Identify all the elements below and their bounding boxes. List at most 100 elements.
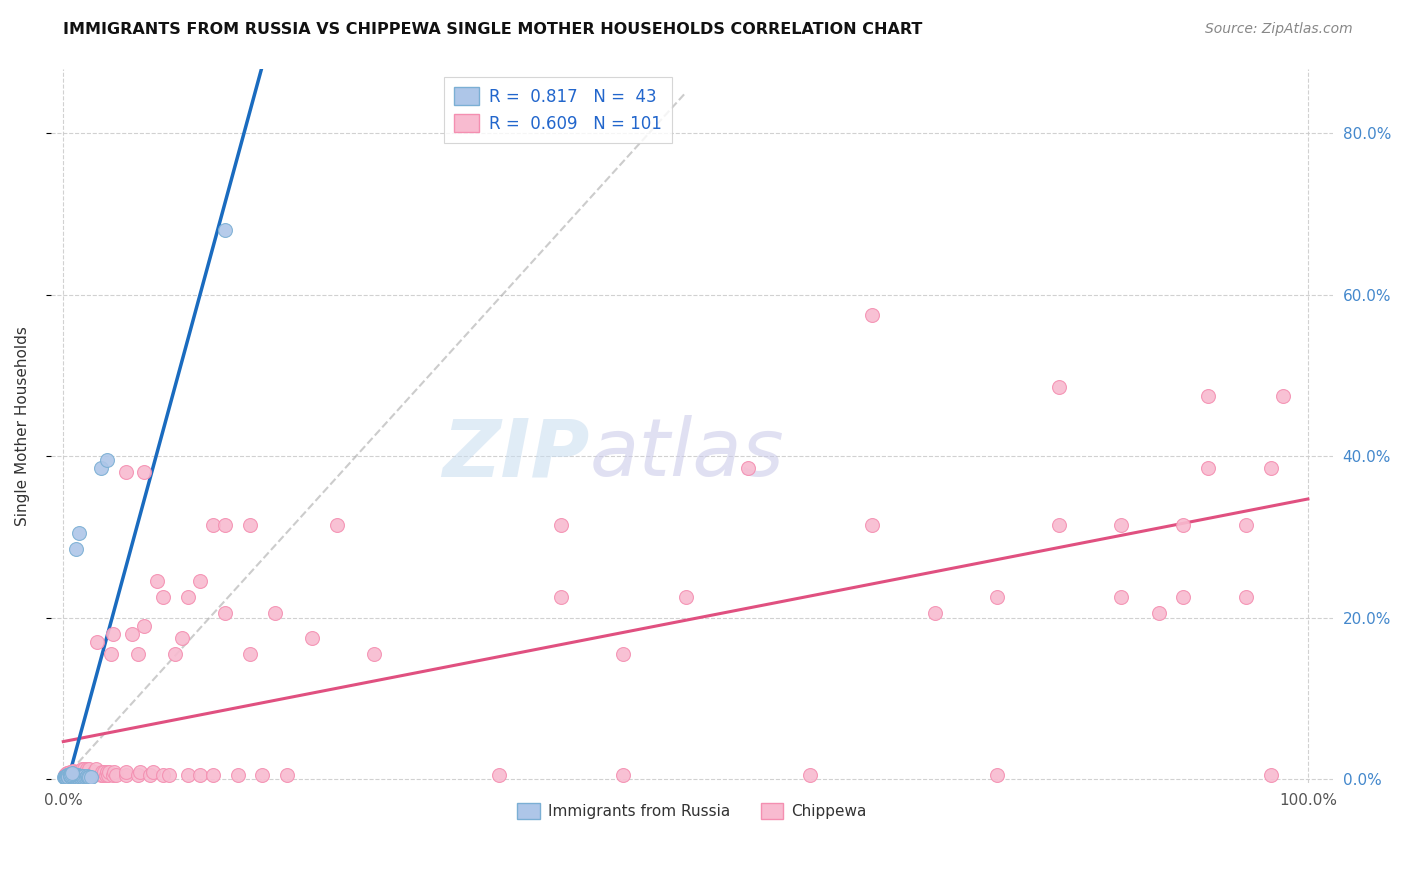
Point xyxy=(363,647,385,661)
Point xyxy=(1147,607,1170,621)
Point xyxy=(90,768,112,782)
Point xyxy=(60,766,83,780)
Point xyxy=(114,465,136,479)
Point xyxy=(60,768,83,782)
Point xyxy=(96,453,118,467)
Point xyxy=(72,768,94,782)
Point xyxy=(188,768,211,782)
Point xyxy=(145,574,167,589)
Point xyxy=(139,768,162,782)
Point xyxy=(90,461,112,475)
Point xyxy=(550,517,572,532)
Point xyxy=(58,767,80,781)
Point xyxy=(59,766,82,780)
Legend: Immigrants from Russia, Chippewa: Immigrants from Russia, Chippewa xyxy=(510,797,873,825)
Text: Source: ZipAtlas.com: Source: ZipAtlas.com xyxy=(1205,22,1353,37)
Point xyxy=(488,768,510,782)
Point xyxy=(53,771,76,785)
Point xyxy=(69,525,91,540)
Point xyxy=(79,770,101,784)
Point xyxy=(100,647,122,661)
Point xyxy=(79,770,101,784)
Point xyxy=(924,607,946,621)
Point xyxy=(129,764,152,779)
Point xyxy=(53,770,76,784)
Point xyxy=(214,517,236,532)
Point xyxy=(612,768,634,782)
Point xyxy=(77,768,100,782)
Point xyxy=(58,769,80,783)
Point xyxy=(53,770,76,784)
Point xyxy=(83,768,105,782)
Point xyxy=(69,768,91,782)
Point xyxy=(98,764,121,779)
Point xyxy=(75,764,97,779)
Point xyxy=(860,517,883,532)
Point xyxy=(94,768,117,782)
Point xyxy=(1109,517,1132,532)
Point xyxy=(101,626,124,640)
Point xyxy=(73,769,96,783)
Point xyxy=(1109,591,1132,605)
Point xyxy=(1197,388,1219,402)
Point xyxy=(1260,768,1282,782)
Point xyxy=(58,768,80,782)
Point xyxy=(134,618,156,632)
Point xyxy=(59,767,82,781)
Point xyxy=(93,764,115,779)
Point xyxy=(1234,591,1257,605)
Point xyxy=(101,768,124,782)
Text: IMMIGRANTS FROM RUSSIA VS CHIPPEWA SINGLE MOTHER HOUSEHOLDS CORRELATION CHART: IMMIGRANTS FROM RUSSIA VS CHIPPEWA SINGL… xyxy=(63,22,922,37)
Point xyxy=(75,770,97,784)
Point xyxy=(66,769,89,783)
Point xyxy=(252,768,274,782)
Point xyxy=(76,769,98,783)
Point xyxy=(60,769,83,783)
Point xyxy=(1272,388,1295,402)
Text: ZIP: ZIP xyxy=(441,416,589,493)
Point xyxy=(67,769,90,783)
Point xyxy=(127,768,149,782)
Point xyxy=(55,769,77,783)
Point xyxy=(1047,517,1070,532)
Point xyxy=(77,770,100,784)
Point xyxy=(127,647,149,661)
Point xyxy=(201,768,224,782)
Point xyxy=(62,768,84,782)
Point xyxy=(59,769,82,783)
Point xyxy=(59,768,82,782)
Point xyxy=(1173,517,1195,532)
Point xyxy=(612,647,634,661)
Point xyxy=(799,768,821,782)
Point xyxy=(326,517,349,532)
Point xyxy=(83,764,105,779)
Point xyxy=(90,764,112,779)
Point xyxy=(165,647,187,661)
Point xyxy=(58,769,80,783)
Point xyxy=(63,768,86,782)
Point xyxy=(73,764,96,779)
Point xyxy=(550,591,572,605)
Point xyxy=(56,766,79,780)
Point xyxy=(67,765,90,780)
Point xyxy=(58,764,80,779)
Point xyxy=(69,764,91,778)
Point xyxy=(239,517,262,532)
Point xyxy=(77,764,100,779)
Point xyxy=(188,574,211,589)
Point xyxy=(58,770,80,784)
Point xyxy=(65,770,87,784)
Point xyxy=(56,768,79,782)
Point xyxy=(70,765,93,780)
Point xyxy=(63,768,86,782)
Point xyxy=(986,768,1008,782)
Point xyxy=(58,770,80,784)
Point xyxy=(1234,517,1257,532)
Point xyxy=(65,769,87,783)
Point xyxy=(73,762,96,776)
Point xyxy=(62,764,84,778)
Point xyxy=(214,223,236,237)
Point xyxy=(152,768,174,782)
Point xyxy=(72,770,94,784)
Point xyxy=(65,541,87,556)
